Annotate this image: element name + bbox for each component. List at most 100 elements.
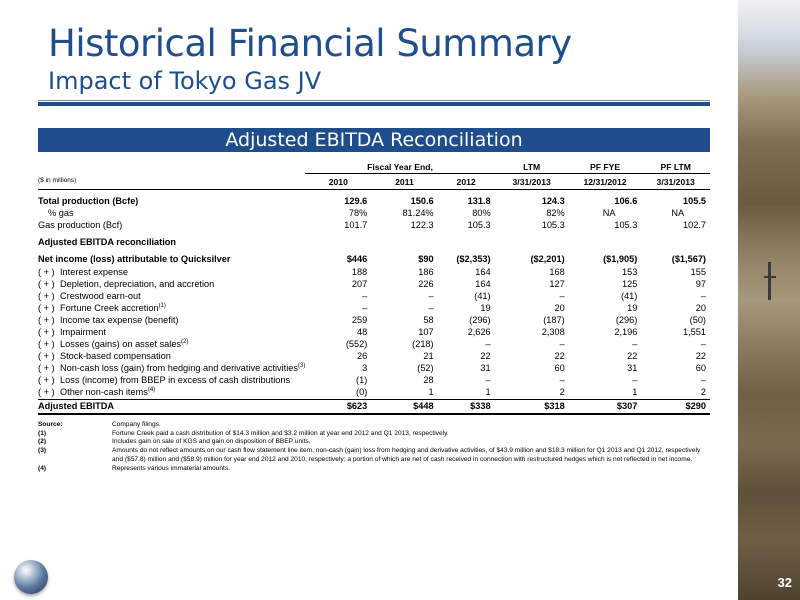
title-accent-bar bbox=[38, 102, 710, 106]
footnote-key: (2) bbox=[38, 438, 47, 446]
cell: (52) bbox=[417, 363, 434, 374]
row-label: Non-cash loss (gain) from hedging and de… bbox=[60, 363, 298, 374]
row-label: Total production (Bcfe) bbox=[38, 196, 139, 207]
cell: 60 bbox=[554, 363, 565, 374]
footnote-item: (4) Represents various immaterial amounts… bbox=[38, 465, 710, 474]
cell: 78% bbox=[348, 208, 368, 219]
row-label: Depletion, depreciation, and accretion bbox=[60, 278, 215, 289]
cell: – bbox=[700, 375, 706, 386]
table-row: ( + ) Loss (income) from BBEP in excess o… bbox=[38, 374, 710, 386]
row-label: Income tax expense (benefit) bbox=[60, 314, 179, 325]
cell: 107 bbox=[418, 326, 434, 337]
table-row: % gas 78% 81.24% 80% 82% NA NA bbox=[38, 207, 710, 219]
cell: (296) bbox=[615, 314, 638, 325]
row-label: Crestwood earn-out bbox=[60, 290, 141, 301]
drilling-rig-icon bbox=[768, 262, 771, 300]
cell: 188 bbox=[351, 266, 368, 277]
cell: 150.6 bbox=[410, 196, 434, 207]
plus-marker: ( + ) bbox=[38, 278, 55, 289]
table-row: ( + ) Income tax expense (benefit) 259 58… bbox=[38, 314, 710, 326]
footnote-item: (3) Amounts do not reflect amounts on our… bbox=[38, 447, 710, 464]
cell: 131.8 bbox=[467, 196, 491, 207]
row-label: Loss (income) from BBEP in excess of cas… bbox=[60, 375, 291, 386]
cell: 105.3 bbox=[541, 220, 565, 231]
footnote-key: (4) bbox=[38, 464, 47, 472]
plus-marker: ( + ) bbox=[38, 387, 55, 398]
cell: 80% bbox=[472, 208, 491, 219]
cell: 1 bbox=[485, 387, 491, 398]
cell: 2,626 bbox=[467, 326, 491, 337]
table-row: Gas production (Bcf) 101.7 122.3 105.3 1… bbox=[38, 219, 710, 231]
table-row: Net income (loss) attributable to Quicks… bbox=[38, 253, 710, 265]
table-row: ( + ) Other non-cash items(4) (0) 1 1 2 1… bbox=[38, 386, 710, 399]
footnote-text: Amounts do not reflect amounts on our ca… bbox=[112, 447, 701, 463]
cell: – bbox=[428, 290, 434, 301]
footnote-item: (2) Includes gain on sale of KGS and gain… bbox=[38, 438, 710, 447]
plus-marker: ( + ) bbox=[38, 302, 55, 313]
cell: NA bbox=[602, 208, 616, 219]
table-row: ( + ) Non-cash loss (gain) from hedging a… bbox=[38, 362, 710, 374]
pf-fye-header: PF FYE bbox=[568, 157, 642, 174]
cell: $446 bbox=[346, 254, 368, 265]
cell: $307 bbox=[568, 398, 642, 415]
cell: 97 bbox=[695, 278, 706, 289]
table-row: ( + ) Fortune Creek accretion(1) – – 19 2… bbox=[38, 302, 710, 314]
total-row: Adjusted EBITDA $623 $448 $338 $318 $307… bbox=[38, 398, 710, 415]
cell: (41) bbox=[474, 290, 491, 301]
column-header-row: ($ in millions) 2010 2011 2012 3/31/2013… bbox=[38, 173, 710, 190]
cell: 21 bbox=[423, 351, 434, 362]
cell: 164 bbox=[475, 266, 491, 277]
cell: 125 bbox=[621, 278, 638, 289]
cell: 105.3 bbox=[614, 220, 638, 231]
footnote-text: Represents various immaterial amounts. bbox=[112, 464, 231, 472]
cell: (41) bbox=[620, 290, 638, 301]
plus-marker: ( + ) bbox=[38, 290, 55, 301]
group-header-row: Fiscal Year End, LTM PF FYE PF LTM bbox=[38, 157, 710, 174]
table-row: ( + ) Interest expense 188 186 164 168 15… bbox=[38, 265, 710, 277]
row-label: Gas production (Bcf) bbox=[38, 220, 123, 231]
plus-marker: ( + ) bbox=[38, 326, 55, 337]
drilling-rig-arm-icon bbox=[764, 276, 776, 278]
col-pf-ltm: 3/31/2013 bbox=[641, 173, 710, 190]
cell: 105.3 bbox=[467, 220, 491, 231]
cell: $290 bbox=[641, 398, 710, 415]
cell: 2,196 bbox=[614, 326, 638, 337]
cell: – bbox=[559, 290, 565, 301]
cell: 26 bbox=[357, 351, 368, 362]
footnote-marker: (2) bbox=[181, 339, 189, 346]
cell: (0) bbox=[356, 387, 368, 398]
landscape-photo bbox=[738, 0, 800, 600]
footnote-marker: (3) bbox=[297, 363, 306, 370]
cell: (1) bbox=[356, 375, 368, 386]
cell: 20 bbox=[695, 302, 706, 313]
cell: 259 bbox=[351, 314, 368, 325]
col-pf-fye: 12/31/2012 bbox=[568, 173, 642, 190]
cell: 1,551 bbox=[683, 326, 706, 337]
cell: 19 bbox=[480, 302, 491, 313]
units-label: ($ in millions) bbox=[38, 173, 306, 190]
row-label: Losses (gains) on asset sales bbox=[60, 339, 182, 350]
footnote-item: Source: Company filings. bbox=[38, 421, 710, 430]
cell: 101.7 bbox=[344, 220, 368, 231]
col-2012: 2012 bbox=[437, 173, 495, 190]
plus-marker: ( + ) bbox=[38, 351, 55, 362]
cell: 2 bbox=[700, 387, 706, 398]
row-label: Other non-cash items bbox=[60, 387, 148, 398]
slide-title: Historical Financial Summary bbox=[48, 22, 572, 65]
cell: 155 bbox=[690, 266, 706, 277]
cell: (552) bbox=[345, 339, 368, 350]
row-label: Stock-based compensation bbox=[60, 351, 171, 362]
cell: $448 bbox=[371, 398, 438, 415]
cell: 48 bbox=[357, 326, 368, 337]
row-label: % gas bbox=[48, 208, 74, 219]
table-row: ( + ) Losses (gains) on asset sales(2) (5… bbox=[38, 338, 710, 350]
row-label: Adjusted EBITDA reconciliation bbox=[38, 237, 176, 248]
footnote-marker: (1) bbox=[158, 302, 166, 309]
sky-area bbox=[738, 0, 800, 40]
cell: $90 bbox=[418, 254, 434, 265]
footnote-text: Includes gain on sale of KGS and gain on… bbox=[112, 438, 311, 446]
cell: 127 bbox=[549, 278, 565, 289]
cell: NA bbox=[671, 208, 685, 219]
cell: – bbox=[700, 290, 706, 301]
row-label: Interest expense bbox=[60, 266, 128, 277]
